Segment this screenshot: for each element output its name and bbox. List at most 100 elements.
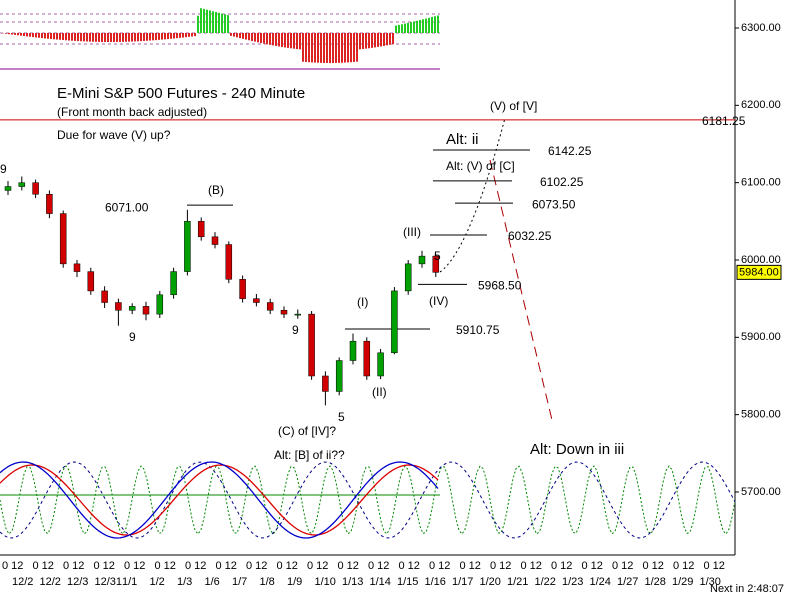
- x-hour-label: 0 12: [460, 560, 481, 572]
- y-tick-label: 5800.00: [741, 409, 781, 421]
- candle-body: [377, 352, 384, 377]
- level-label: 6181.25: [702, 114, 746, 128]
- candle-body: [294, 313, 302, 316]
- last-price-label: 5984.00: [739, 266, 779, 278]
- x-hour-label: 0 12: [124, 560, 145, 572]
- candle-body: [349, 340, 357, 361]
- chart-subtitle: (Front month back adjusted): [57, 105, 207, 119]
- projection: [439, 117, 506, 273]
- note: Due for wave (V) up?: [57, 128, 171, 142]
- level-label: 6071.00: [105, 200, 149, 214]
- candle-body: [225, 244, 233, 280]
- wave-label: Alt: ii: [446, 131, 479, 148]
- candle-body: [87, 271, 95, 292]
- x-hour-label: 0 12: [33, 560, 54, 572]
- x-hour-label: 0 12: [246, 560, 267, 572]
- candle-body: [156, 294, 164, 315]
- x-date-label: 1/28: [645, 576, 666, 588]
- x-date-label: 1/29: [672, 576, 693, 588]
- wave-label: (II): [372, 385, 387, 399]
- decorations: [0, 8, 736, 539]
- wave-label: Alt: [B] of ii??: [274, 448, 345, 462]
- cycle-line: [0, 461, 736, 539]
- y-tick-label: 6100.00: [741, 177, 781, 189]
- last-price-box: [736, 264, 782, 280]
- x-hour-label: 0 12: [277, 560, 298, 572]
- x-hour-label: 0 12: [63, 560, 84, 572]
- x-date-label: 1/1: [122, 576, 137, 588]
- y-tick-label: 5700.00: [741, 486, 781, 498]
- x-hour-label: 0 12: [2, 560, 23, 572]
- price-axis-bg: [735, 0, 788, 594]
- x-date-label: 12/31: [95, 576, 123, 588]
- candle-body: [46, 194, 53, 214]
- wave-label: (IV): [429, 294, 448, 308]
- x-hour-label: 0 12: [94, 560, 115, 572]
- x-date-label: 12/2: [12, 576, 33, 588]
- x-date-label: 1/3: [177, 576, 192, 588]
- x-hour-label: 0 12: [673, 560, 694, 572]
- x-hour-label: 0 12: [582, 560, 603, 572]
- wave-label: 9: [292, 323, 299, 337]
- candle-body: [280, 310, 288, 315]
- wave-label: Alt: (V) of [C]: [446, 159, 515, 173]
- x-date-label: 1/14: [370, 576, 391, 588]
- candle-body: [266, 302, 274, 311]
- osc-red: [0, 464, 439, 536]
- candle-body: [363, 340, 371, 377]
- y-tick-label: 6300.00: [741, 22, 781, 34]
- candle-body: [184, 221, 191, 272]
- x-date-label: 1/10: [315, 576, 336, 588]
- status: Next in 2:48:07: [710, 583, 784, 594]
- candle-body: [335, 360, 343, 392]
- candle-body: [432, 255, 440, 273]
- x-hour-label: 0 12: [643, 560, 664, 572]
- candle-body: [308, 313, 315, 377]
- wave-label: Alt: Down in iii: [530, 441, 624, 458]
- x-date-label: 1/22: [535, 576, 556, 588]
- candle-body: [32, 182, 39, 195]
- candle-body: [73, 263, 81, 272]
- x-date-label: 12/3: [67, 576, 88, 588]
- candle-body: [322, 375, 329, 392]
- x-hour-label: 0 12: [185, 560, 206, 572]
- level-label: 6073.50: [532, 197, 576, 211]
- level-label: 5910.75: [456, 323, 500, 337]
- x-hour-label: 0 12: [612, 560, 633, 572]
- x-hour-label: 0 12: [490, 560, 511, 572]
- level-label: 6102.25: [540, 175, 584, 189]
- wave-label: 9: [129, 330, 136, 344]
- candle-body: [253, 298, 260, 303]
- wave-label: 9: [0, 162, 7, 176]
- candle-body: [59, 213, 67, 265]
- wave-label: 5: [434, 249, 441, 263]
- osc-blue: [0, 461, 439, 539]
- x-date-label: 1/15: [397, 576, 418, 588]
- level-label: 6032.25: [508, 229, 552, 243]
- x-hour-label: 0 12: [368, 560, 389, 572]
- x-date-label: 1/21: [507, 576, 528, 588]
- wave-label: (C) of [IV]?: [278, 424, 336, 438]
- x-date-label: 1/23: [562, 576, 583, 588]
- level-label: 6142.25: [548, 144, 592, 158]
- x-date-label: 1/30: [700, 576, 721, 588]
- cycle-line: [0, 465, 736, 535]
- x-hour-label: 0 12: [429, 560, 450, 572]
- x-date-label: 1/16: [425, 576, 446, 588]
- candle-body: [115, 302, 122, 311]
- candle-body: [18, 182, 26, 187]
- x-date-label: 1/20: [480, 576, 501, 588]
- candle-body: [197, 221, 205, 238]
- candle-body: [170, 271, 177, 296]
- x-hour-label: 0 12: [704, 560, 725, 572]
- x-hour-label: 0 12: [307, 560, 328, 572]
- x-date-label: 1/13: [342, 576, 363, 588]
- wave-label: (III): [403, 225, 421, 239]
- level-label: 5968.50: [478, 279, 522, 293]
- x-date-label: 1/24: [590, 576, 611, 588]
- candle-body: [142, 306, 150, 315]
- candle-body: [128, 306, 136, 311]
- x-date-label: 1/27: [617, 576, 638, 588]
- x-date-label: 12/2: [40, 576, 61, 588]
